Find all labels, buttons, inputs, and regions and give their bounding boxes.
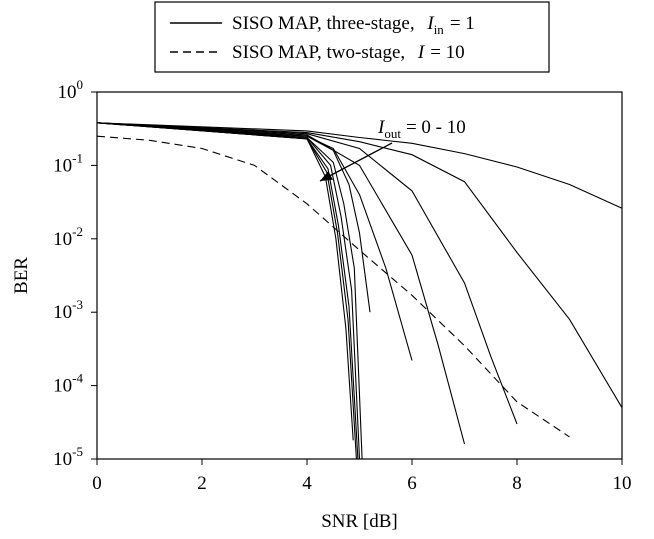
- y-tick-label: 10-4: [53, 371, 83, 397]
- annotation-iout: Iout = 0 - 10: [319, 117, 466, 182]
- x-tick-label: 8: [512, 473, 522, 494]
- y-tick-label: 10-1: [53, 150, 83, 176]
- x-tick-label: 6: [407, 473, 417, 494]
- series-line-2: [96, 122, 623, 408]
- legend: SISO MAP, three-stage, Iin = 1 SISO MAP, …: [154, 1, 550, 73]
- x-tick-label: 4: [302, 473, 312, 494]
- series-line-1: [96, 122, 623, 209]
- series-line-5: [96, 122, 413, 361]
- legend-eq: = 10: [430, 42, 464, 63]
- plot-frame: [96, 91, 623, 460]
- legend-text: SISO MAP, three-stage,: [232, 13, 415, 34]
- annotation-label: Iout = 0 - 10: [377, 117, 466, 141]
- series-line-3: [96, 122, 518, 425]
- legend-eq: = 1: [450, 13, 475, 34]
- y-axis-title: BER: [11, 257, 32, 294]
- series-line-10: [96, 122, 357, 460]
- series-line-6: [96, 122, 371, 313]
- legend-var: I: [426, 13, 435, 34]
- series-line-8: [96, 122, 361, 460]
- y-tick-label: 10-3: [53, 297, 83, 323]
- legend-text: SISO MAP, two-stage,: [232, 42, 405, 63]
- annotation-arrowhead: [320, 171, 333, 181]
- x-tick-label: 2: [197, 473, 207, 494]
- series-layer: [96, 122, 623, 460]
- legend-entry-three-stage: SISO MAP, three-stage, Iin = 1: [232, 13, 475, 37]
- annotation-var: I: [377, 117, 386, 138]
- legend-sub: in: [434, 22, 445, 37]
- series-line-7: [96, 122, 363, 460]
- legend-box: [154, 1, 550, 73]
- series-line-4: [96, 122, 466, 445]
- x-tick-label: 0: [92, 473, 102, 494]
- ticks-layer: 0 2 4 6 8 10 100 10-1 10-2 10-3 10-4 10-5: [53, 77, 631, 494]
- series-line-11: [96, 122, 354, 441]
- annotation-text: = 0 - 10: [406, 117, 466, 138]
- annotation-arrow: [319, 142, 393, 182]
- series-line-12: [96, 135, 570, 438]
- annotation-sub: out: [384, 126, 401, 141]
- y-tick-label: 10-2: [53, 224, 83, 250]
- legend-entry-two-stage: SISO MAP, two-stage, I = 10: [232, 42, 465, 63]
- series-line-9: [96, 122, 359, 460]
- x-axis-title: SNR [dB]: [321, 511, 398, 532]
- legend-var: I: [417, 42, 426, 63]
- x-tick-label: 10: [613, 473, 632, 494]
- y-tick-label: 10-5: [53, 444, 83, 470]
- y-tick-label: 100: [58, 77, 84, 103]
